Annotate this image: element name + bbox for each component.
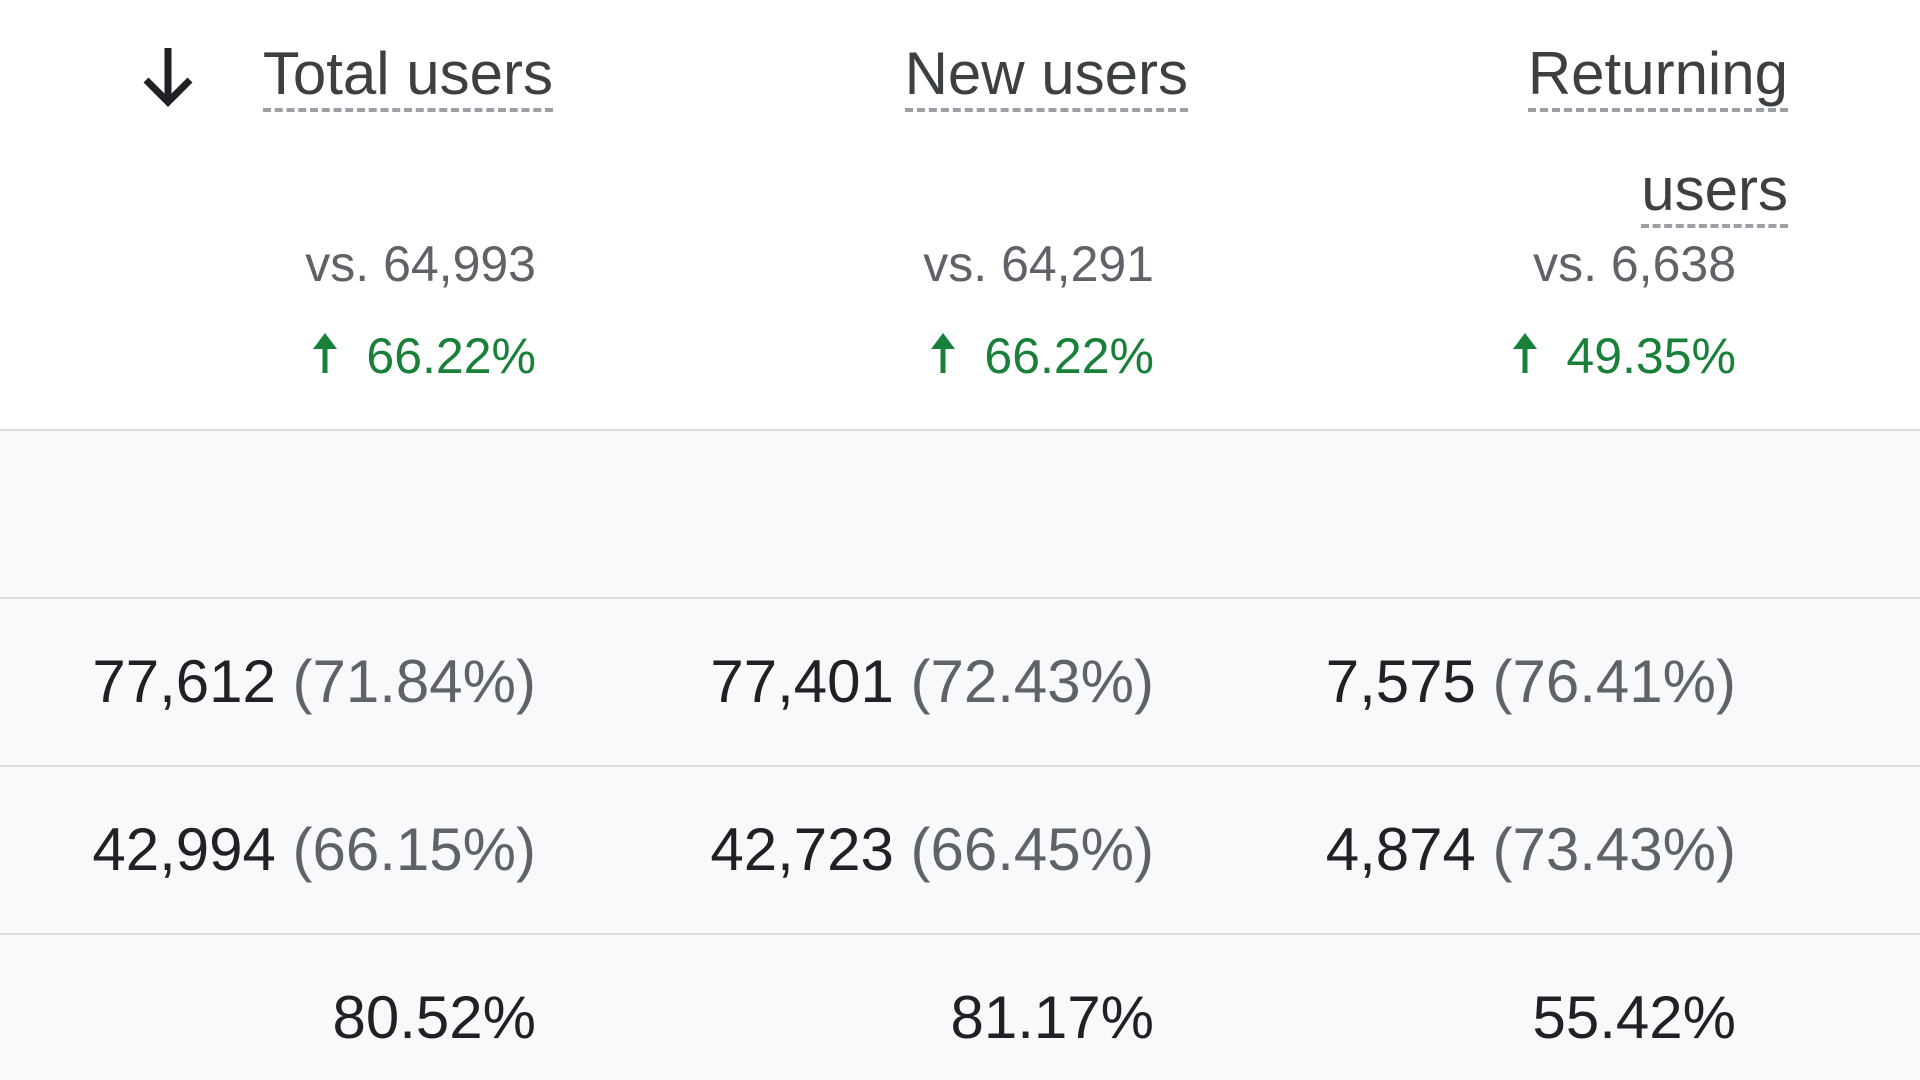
cell-new-users: 42,723 (66.45%) — [710, 767, 1154, 933]
cell-percent: (66.45%) — [910, 816, 1154, 883]
column-header-label[interactable]: New users — [904, 42, 1188, 112]
table-header: Total users New users Returning users vs… — [0, 0, 1920, 431]
cell-percent: (66.15%) — [292, 816, 536, 883]
change-total-users: 66.22% — [310, 328, 536, 384]
cell-value: 80.52% — [332, 984, 537, 1051]
table-row[interactable]: 80.52% 81.17% 55.42% — [0, 935, 1920, 1080]
column-header-returning-users[interactable]: Returning users — [1527, 27, 1788, 259]
cell-value: 4,874 — [1325, 816, 1476, 883]
column-header-total-users[interactable]: Total users — [262, 27, 553, 121]
column-header-new-users[interactable]: New users — [904, 27, 1188, 121]
comparison-value-total-users: vs. 64,993 — [305, 236, 536, 292]
cell-percent: (76.41%) — [1492, 648, 1736, 715]
arrow-up-icon — [931, 333, 956, 373]
cell-total-users: 42,994 (66.15%) — [92, 767, 536, 933]
table-row[interactable]: 42,994 (66.15%) 42,723 (66.45%) 4,874 (7… — [0, 767, 1920, 935]
cell-value: 42,723 — [710, 816, 894, 883]
arrow-up-icon — [1513, 333, 1538, 373]
change-percent: 49.35% — [1566, 328, 1736, 384]
cell-value: 7,575 — [1325, 648, 1476, 715]
table-body: 77,612 (71.84%) 77,401 (72.43%) 7,575 (7… — [0, 431, 1920, 1080]
cell-returning-users: 4,874 (73.43%) — [1326, 767, 1736, 933]
cell-total-users: 80.52% — [333, 935, 537, 1080]
cell-total-users: 77,612 (71.84%) — [92, 599, 536, 765]
change-percent: 66.22% — [984, 328, 1154, 384]
comparison-value-returning-users: vs. 6,638 — [1533, 236, 1736, 292]
cell-value: 55.42% — [1532, 984, 1737, 1051]
change-percent: 66.22% — [366, 328, 536, 384]
comparison-value-new-users: vs. 64,291 — [923, 236, 1154, 292]
cell-new-users: 81.17% — [951, 935, 1155, 1080]
cell-returning-users: 55.42% — [1533, 935, 1737, 1080]
cell-returning-users: 7,575 (76.41%) — [1326, 599, 1736, 765]
cell-value: 77,612 — [92, 648, 276, 715]
column-header-label-line-2[interactable]: users — [1641, 158, 1788, 228]
change-new-users: 66.22% — [928, 328, 1154, 384]
column-header-label-line-1[interactable]: Returning — [1527, 42, 1788, 112]
table-row[interactable]: 77,612 (71.84%) 77,401 (72.43%) 7,575 (7… — [0, 599, 1920, 767]
cell-value: 81.17% — [950, 984, 1155, 1051]
change-returning-users: 49.35% — [1510, 328, 1736, 384]
table-row-blank — [0, 431, 1920, 599]
arrow-up-icon — [313, 333, 338, 373]
cell-value: 42,994 — [92, 816, 276, 883]
cell-new-users: 77,401 (72.43%) — [710, 599, 1154, 765]
cell-percent: (72.43%) — [910, 648, 1154, 715]
cell-value: 77,401 — [710, 648, 894, 715]
column-header-label[interactable]: Total users — [262, 42, 553, 112]
arrow-down-icon[interactable] — [138, 40, 198, 110]
cell-percent: (71.84%) — [292, 648, 536, 715]
cell-percent: (73.43%) — [1492, 816, 1736, 883]
